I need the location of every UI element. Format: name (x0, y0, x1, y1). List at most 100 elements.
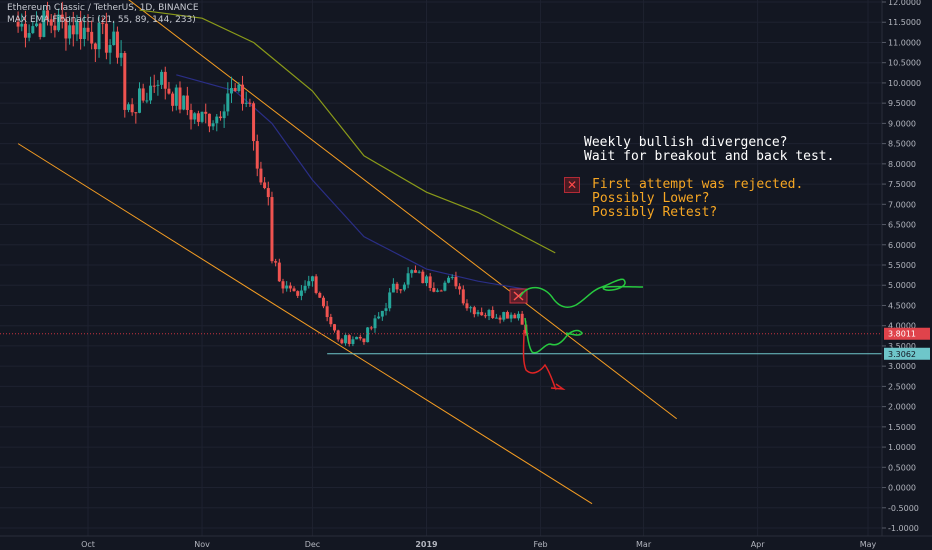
candle-up (145, 100, 149, 102)
price-tick-label: 12.0000 (888, 0, 921, 7)
candle-up (244, 102, 248, 104)
candle-up (417, 271, 421, 273)
candle-up (406, 273, 410, 285)
candle-up (27, 33, 31, 38)
price-tick-label: 1.0000 (888, 443, 916, 452)
candle-up (68, 25, 72, 39)
candle-down (458, 286, 462, 290)
candle-up (156, 84, 160, 86)
candle-down (123, 53, 127, 110)
price-tick-label: 11.0000 (888, 38, 921, 47)
candle-down (38, 23, 42, 37)
candle-up (380, 310, 384, 317)
candle-down (292, 288, 296, 292)
candle-down (207, 113, 211, 127)
candle-down (421, 271, 425, 284)
candle-down (483, 315, 487, 317)
candle-up (355, 336, 359, 340)
candle-down (428, 276, 432, 288)
candle-down (480, 312, 484, 316)
price-tick-label: 1.5000 (888, 423, 916, 432)
candle-down (79, 20, 83, 40)
scenario-green-up (519, 278, 644, 308)
price-tick-label: 7.5000 (888, 180, 916, 189)
candle-up (476, 312, 480, 315)
candle-down (340, 339, 344, 344)
candle-down (93, 43, 97, 50)
candle-down (101, 22, 105, 24)
current-price-label: 3.8011 (888, 330, 916, 339)
candle-down (196, 113, 200, 122)
candle-up (138, 88, 142, 113)
candle-up (299, 290, 303, 296)
price-tick-label: -0.5000 (888, 504, 919, 513)
candle-up (75, 20, 79, 35)
candle-down (23, 23, 27, 38)
candle-up (57, 14, 61, 31)
candle-down (189, 109, 193, 120)
candle-down (270, 197, 274, 262)
candle-up (447, 277, 451, 283)
candle-up (200, 111, 204, 122)
candle-up (31, 26, 35, 34)
candle-up (436, 290, 440, 292)
candle-up (469, 307, 473, 309)
candle-down (325, 306, 329, 318)
candle-up (509, 314, 513, 319)
candle-up (307, 281, 311, 286)
candle-up (222, 111, 226, 119)
close-icon: ✕ (564, 177, 580, 193)
candle-down (86, 27, 90, 32)
candle-down (513, 314, 517, 319)
candle-down (46, 10, 50, 20)
candle-up (351, 339, 355, 344)
support-price-label: 3.3062 (888, 350, 916, 359)
candle-down (318, 292, 322, 298)
candle-down (505, 312, 509, 319)
note2-line1: First attempt was rejected. (592, 177, 804, 192)
channel-lower-line (17, 143, 593, 505)
indicator-title: MAX EMA Fibonacci (21, 55, 89, 144, 233) (7, 15, 196, 25)
candle-down (167, 88, 171, 94)
candle-down (454, 276, 458, 287)
candle-down (491, 310, 495, 318)
candle-up (119, 53, 123, 58)
time-tick-label: Feb (533, 540, 547, 549)
candle-up (402, 284, 406, 290)
price-tick-label: 5.0000 (888, 281, 916, 290)
candle-up (443, 282, 447, 291)
candle-down (347, 335, 351, 344)
price-tick-label: 7.0000 (888, 200, 916, 209)
candle-up (97, 22, 101, 50)
candle-down (152, 85, 156, 87)
note2-line2: Possibly Lower? (592, 191, 710, 206)
candle-up (108, 45, 112, 53)
price-tick-label: 5.5000 (888, 261, 916, 270)
candle-up (42, 10, 46, 37)
price-tick-label: 4.0000 (888, 322, 916, 331)
current-price-label-bg (884, 327, 930, 340)
candle-down (178, 87, 182, 110)
candle-down (358, 336, 362, 339)
candle-down (498, 317, 502, 320)
time-tick-label: Mar (636, 540, 652, 549)
candle-down (252, 103, 256, 142)
candle-down (53, 25, 57, 31)
candle-down (461, 289, 465, 304)
candle-up (487, 310, 491, 317)
chart-legend: Ethereum Classic / TetherUS, 1D, BINANCE… (7, 2, 199, 26)
note1-line1: Weekly bullish divergence? (584, 135, 788, 150)
symbol-title: Ethereum Classic / TetherUS, 1D, BINANCE (7, 3, 199, 13)
price-tick-label: 10.0000 (888, 79, 921, 88)
rejection-x-icon (513, 291, 524, 301)
candle-up (410, 270, 414, 274)
candle-down (296, 291, 300, 296)
candle-up (20, 23, 24, 27)
candle-up (182, 95, 186, 110)
candle-up (377, 316, 381, 319)
candle-up (303, 285, 307, 291)
price-tick-label: 6.5000 (888, 221, 916, 230)
note2-line3: Possibly Retest? (592, 205, 718, 220)
candle-down (233, 88, 237, 92)
candle-down (163, 71, 167, 89)
